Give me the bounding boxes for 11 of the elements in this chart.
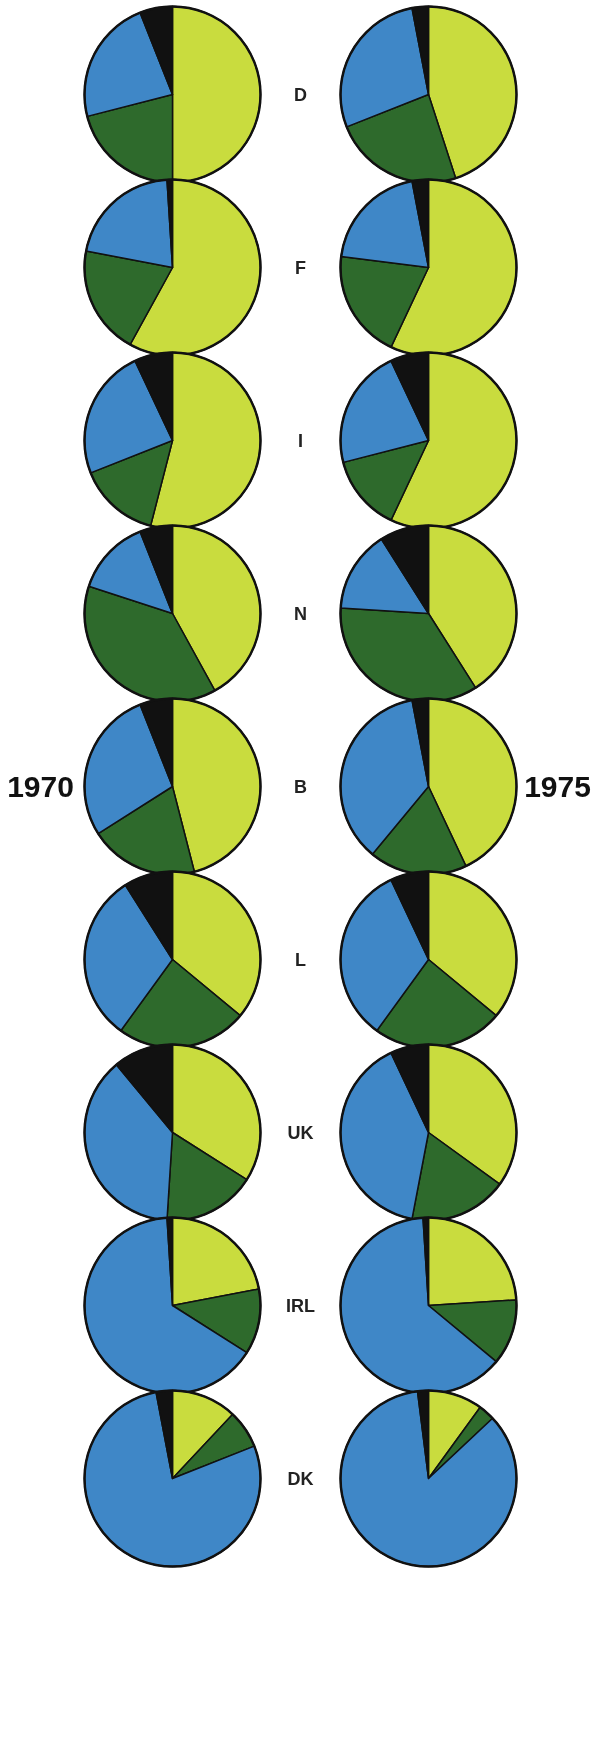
text: DK	[287, 1468, 314, 1489]
text: N	[294, 603, 307, 624]
text: D	[294, 84, 307, 105]
text: B	[294, 776, 307, 797]
text: IRL	[286, 1295, 315, 1316]
text: L	[295, 949, 306, 970]
text: I	[298, 430, 304, 451]
text: F	[295, 257, 306, 278]
text: 1970	[7, 769, 74, 803]
text: UK	[287, 1122, 314, 1143]
text: 1975	[524, 769, 591, 803]
